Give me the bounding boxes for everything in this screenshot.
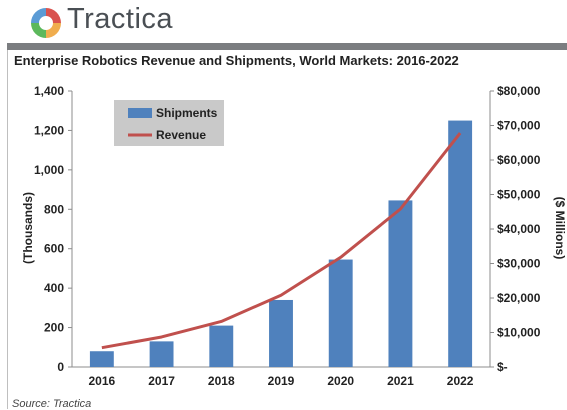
y2-tick-label: $60,000 [497, 153, 541, 167]
source-note: Source: Tractica [12, 398, 92, 410]
y-tick-label: 1,400 [34, 84, 64, 98]
header: Tractica [0, 0, 567, 44]
x-tick-label: 2017 [148, 374, 175, 388]
y-tick-label: 1,000 [34, 163, 64, 177]
brand-name: Tractica [67, 3, 174, 35]
y2-tick-label: $80,000 [497, 84, 541, 98]
bar-shipments-2018 [209, 325, 234, 367]
y-tick-label: 0 [57, 360, 64, 374]
y-tick-label: 600 [44, 242, 64, 256]
bar-shipments-2019 [269, 299, 293, 367]
y-axis-title: (Thousands) [21, 192, 35, 264]
revenue-line [101, 132, 462, 350]
y2-tick-label: $30,000 [497, 257, 541, 271]
legend-box [114, 100, 224, 146]
y2-tick-label: $- [497, 360, 508, 374]
chart-frame [7, 50, 567, 409]
y2-tick-label: $70,000 [497, 119, 541, 133]
y-tick-label: 200 [44, 321, 64, 335]
x-tick-label: 2021 [387, 374, 414, 388]
x-tick-label: 2016 [89, 374, 116, 388]
y-tick-label: 800 [44, 202, 64, 216]
y-tick-label: 400 [44, 281, 64, 295]
chart-title: Enterprise Robotics Revenue and Shipment… [14, 53, 459, 68]
legend-shipments-label: Shipments [156, 106, 218, 120]
bar-shipments-2016 [89, 351, 114, 367]
y2-tick-label: $20,000 [497, 291, 541, 305]
y2-axis-title: ($ Millions) [553, 197, 567, 260]
y2-tick-label: $40,000 [497, 222, 541, 236]
tractica-logo-icon [31, 8, 61, 38]
x-tick-label: 2020 [327, 374, 354, 388]
y-tick-label: 1,200 [34, 123, 64, 137]
bar-shipments-2017 [149, 341, 174, 367]
legend-shipments-swatch [128, 108, 152, 118]
bar-shipments-2022 [448, 120, 473, 367]
header-divider [7, 43, 567, 50]
y2-tick-label: $10,000 [497, 326, 541, 340]
y2-tick-label: $50,000 [497, 188, 541, 202]
bar-shipments-2020 [328, 259, 353, 367]
x-tick-label: 2018 [208, 374, 235, 388]
x-tick-label: 2022 [447, 374, 474, 388]
legend-revenue-label: Revenue [156, 128, 206, 142]
legend: Shipments Revenue [114, 100, 224, 146]
bar-shipments-2021 [388, 200, 413, 367]
x-tick-label: 2019 [268, 374, 295, 388]
